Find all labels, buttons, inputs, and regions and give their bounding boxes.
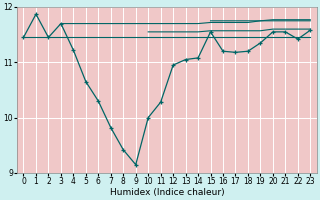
X-axis label: Humidex (Indice chaleur): Humidex (Indice chaleur) [109, 188, 224, 197]
